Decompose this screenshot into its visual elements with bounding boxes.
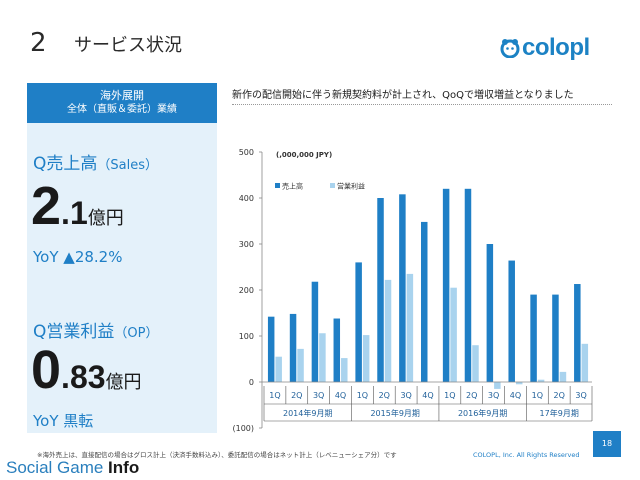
group-label: 2016年9月期 — [458, 408, 507, 418]
bar-sales — [486, 244, 494, 382]
y-tick-label: 400 — [239, 194, 254, 203]
colopl-logo-icon — [500, 39, 520, 58]
bar-op — [515, 382, 523, 385]
slide-heading: サービス状況 — [74, 35, 182, 56]
panel-header-title: 海外展開 — [100, 89, 144, 102]
bar-sales — [267, 316, 275, 382]
page-number: 18 — [593, 431, 621, 457]
bar-sales — [574, 284, 581, 382]
op-value-int: 0 — [31, 340, 62, 400]
bar-op — [341, 358, 348, 382]
copyright: COLOPL, Inc. All Rights Reserved — [473, 451, 580, 459]
bar-op — [537, 379, 545, 382]
bar-sales — [355, 262, 362, 382]
x-tick-label: 2Q — [291, 391, 302, 400]
bar-sales — [421, 221, 428, 382]
x-tick-label: 1Q — [357, 391, 368, 400]
legend-label: 営業利益 — [337, 182, 365, 191]
op-label-sub: （OP） — [114, 326, 159, 341]
x-tick-label: 3Q — [313, 391, 324, 400]
legend-swatch — [330, 183, 335, 188]
group-label: 2014年9月期 — [283, 408, 332, 418]
x-tick-label: 2Q — [379, 391, 390, 400]
bar-sales — [333, 318, 341, 382]
x-tick-label: 4Q — [510, 391, 521, 400]
bar-op — [472, 345, 479, 382]
x-tick-label: 4Q — [422, 391, 433, 400]
legend-swatch — [275, 183, 280, 188]
bar-op — [319, 333, 326, 382]
x-tick-label: 2Q — [466, 391, 477, 400]
sales-yoy: YoY ▲28.2% — [33, 248, 123, 266]
unit-label: (,000,000 JPY) — [276, 151, 332, 159]
x-tick-label: 1Q — [444, 391, 455, 400]
bar-sales — [464, 188, 472, 382]
y-tick-label: 200 — [239, 286, 254, 295]
quarterly-chart: (100) 0 100 200 300 400 500 (,000,000 JPY) 売上高 営業… — [232, 148, 593, 433]
x-tick-label: 3Q — [575, 391, 586, 400]
bar-op — [494, 382, 501, 389]
group-label: 2015年9月期 — [370, 408, 419, 418]
bar-sales — [552, 294, 559, 382]
x-tick-label: 2Q — [554, 391, 565, 400]
sales-label-text: Q売上高 — [33, 154, 98, 174]
x-tick-label: 3Q — [488, 391, 499, 400]
op-label: Q営業利益（OP） — [33, 317, 158, 342]
bar-op — [581, 343, 589, 382]
sales-label-sub: （Sales） — [97, 158, 158, 173]
y-tick-label: 300 — [239, 240, 254, 249]
watermark-part1: Social Game — [6, 458, 109, 477]
x-tick-label: 4Q — [335, 391, 346, 400]
bar-sales — [289, 313, 297, 382]
bar-sales — [442, 188, 450, 382]
op-value-dec: .83 — [61, 359, 106, 395]
legend-label: 売上高 — [282, 182, 303, 191]
bar-sales — [399, 194, 406, 382]
slide-title: 2 サービス状況 — [30, 28, 182, 58]
footnote: ※海外売上は、直接配信の場合はグロス計上（決済手数料込み）、委託配信の場合はネッ… — [37, 451, 397, 459]
op-yoy: YoY 黒転 — [33, 412, 94, 430]
op-value-unit: 億円 — [105, 372, 142, 393]
bar-sales — [311, 281, 319, 382]
sales-label: Q売上高（Sales） — [33, 149, 158, 174]
bar-sales — [530, 294, 537, 382]
slide-number: 2 — [30, 28, 47, 58]
headline-text: 新作の配信開始に伴う新規契約料が計上され、QoQで増収増益となりました — [232, 90, 574, 101]
bar-op — [362, 335, 370, 382]
bar-sales — [508, 260, 515, 382]
bar-op — [450, 287, 457, 382]
x-tick-label: 1Q — [269, 391, 280, 400]
op-value: 0.83億円 — [31, 339, 142, 401]
group-label: 17年9月期 — [540, 408, 579, 418]
colopl-logo: colopl — [500, 34, 590, 62]
bar-sales — [377, 198, 384, 382]
logo-text: colopl — [522, 34, 590, 61]
watermark: Social Game Info — [6, 458, 139, 478]
sales-value-dec: .1 — [61, 195, 88, 231]
headline-divider — [232, 104, 612, 105]
op-label-text: Q営業利益 — [33, 322, 115, 342]
x-tick-label: 3Q — [400, 391, 411, 400]
y-tick-label: (100) — [232, 424, 254, 433]
panel-header: 海外展開 全体（直販＆委託）業績 — [27, 83, 217, 123]
sales-value-unit: 億円 — [87, 208, 124, 229]
panel-header-subtitle: 全体（直販＆委託）業績 — [67, 104, 177, 115]
bar-op — [559, 371, 567, 382]
y-tick-label: 500 — [239, 148, 254, 157]
sales-value: 2.1億円 — [31, 175, 124, 237]
overseas-summary-panel: 海外展開 全体（直販＆委託）業績 Q売上高（Sales） 2.1億円 YoY ▲… — [27, 83, 217, 433]
y-tick-label: 100 — [239, 332, 254, 341]
x-tick-label: 1Q — [532, 391, 543, 400]
bar-op — [384, 279, 392, 382]
sales-value-int: 2 — [31, 176, 62, 236]
watermark-part2: Info — [108, 458, 140, 477]
bar-op — [406, 273, 414, 382]
y-tick-label: 0 — [249, 378, 254, 387]
bar-op — [275, 356, 282, 382]
bar-op — [297, 348, 304, 382]
